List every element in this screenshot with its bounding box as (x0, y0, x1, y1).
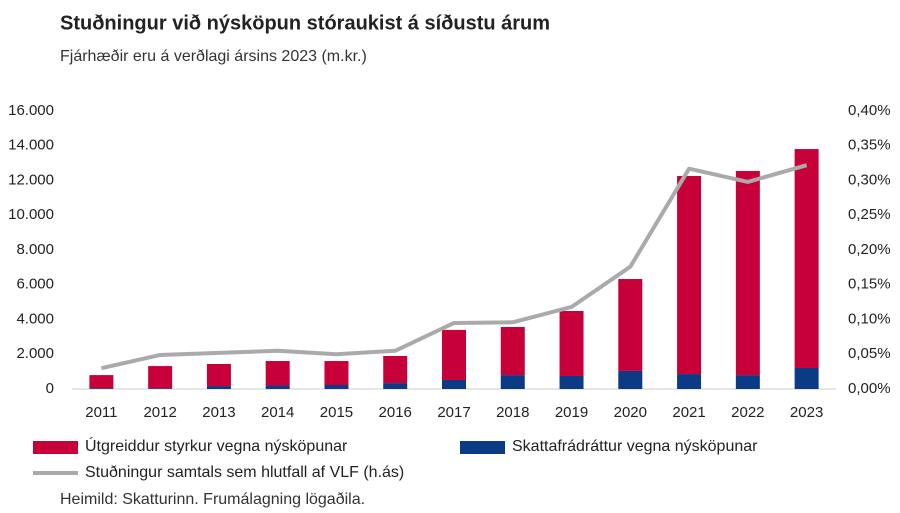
bar (794, 149, 819, 368)
y2-tick-label: 0,20% (848, 241, 891, 258)
bar (735, 170, 760, 376)
y-tick-label: 2.000 (16, 345, 54, 362)
bar (383, 355, 408, 384)
y-tick-label: 6.000 (16, 276, 54, 293)
bar (677, 175, 702, 375)
bar (559, 375, 584, 389)
x-tick-label: 2012 (143, 404, 176, 421)
y-tick-label: 0 (46, 380, 54, 397)
x-tick-label: 2011 (85, 404, 117, 421)
x-tick-label: 2018 (496, 404, 529, 421)
y2-tick-label: 0,15% (848, 276, 891, 293)
bar (206, 363, 231, 387)
x-tick-label: 2021 (672, 404, 705, 421)
x-tick-label: 2019 (555, 404, 588, 421)
bar (500, 326, 525, 376)
x-tick-label: 2023 (790, 404, 823, 421)
bar (148, 388, 173, 389)
y2-tick-label: 0,25% (848, 206, 891, 223)
line-series (100, 163, 808, 371)
bar (735, 375, 760, 389)
y2-tick-label: 0,05% (848, 345, 891, 362)
bar (442, 379, 466, 389)
x-tick-label: 2013 (202, 404, 235, 421)
x-tick-label: 2015 (320, 404, 353, 421)
x-tick-label: 2017 (437, 404, 470, 421)
bar (265, 361, 290, 386)
y2-tick-label: 0,30% (848, 171, 891, 188)
bar (324, 385, 349, 389)
legend-swatch (460, 441, 505, 454)
x-tick-label: 2022 (731, 404, 764, 421)
bar (206, 386, 231, 389)
legend-label: Skattafrádráttur vegna nýsköpunar (512, 438, 758, 455)
bar (618, 279, 643, 371)
bar (794, 367, 819, 389)
bar (618, 370, 643, 389)
chart-subtitle: Fjárhæðir eru á verðlagi ársins 2023 (m.… (60, 48, 367, 65)
legend-label: Útgreiddur styrkur vegna nýsköpunar (85, 436, 348, 455)
y-tick-label: 12.000 (8, 171, 54, 188)
chart-title: Stuðningur við nýsköpun stóraukist á síð… (60, 12, 550, 34)
bar (559, 310, 584, 376)
bar (89, 388, 114, 389)
y2-tick-label: 0,10% (848, 310, 891, 327)
bar (324, 361, 349, 386)
bar (677, 374, 702, 389)
y-tick-label: 8.000 (16, 241, 54, 258)
x-tick-label: 2016 (379, 404, 412, 421)
x-tick-label: 2014 (261, 404, 294, 421)
source-note: Heimild: Skatturinn. Frumálagning lögaði… (60, 491, 365, 508)
y-tick-label: 10.000 (8, 206, 54, 223)
bar (148, 366, 173, 389)
bar (265, 385, 290, 389)
x-tick-label: 2020 (614, 404, 647, 421)
bar (500, 375, 525, 389)
y-tick-label: 14.000 (8, 137, 54, 154)
y-tick-label: 16.000 (8, 102, 54, 119)
legend-label: Stuðningur samtals sem hlutfall af VLF (… (85, 464, 404, 481)
y2-tick-label: 0,00% (848, 380, 891, 397)
bar (89, 375, 114, 389)
legend-swatch (33, 441, 78, 454)
y2-tick-label: 0,35% (848, 137, 891, 154)
bar (383, 383, 408, 389)
y2-tick-label: 0,40% (848, 102, 891, 119)
y-tick-label: 4.000 (16, 310, 54, 327)
bar (442, 329, 466, 380)
